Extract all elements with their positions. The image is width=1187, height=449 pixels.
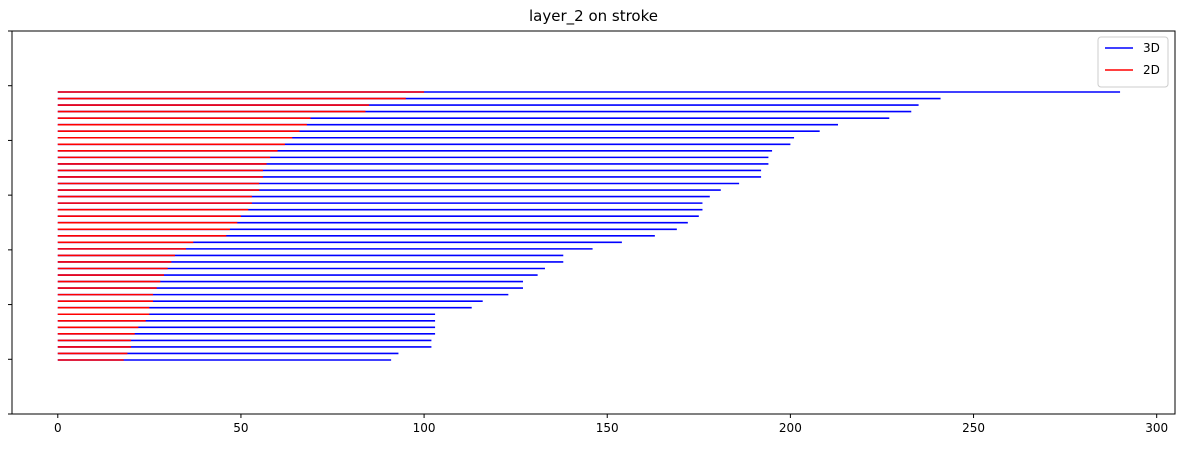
x-tick-label: 250 <box>962 421 985 435</box>
x-tick-label: 50 <box>233 421 248 435</box>
bar-lines <box>57 91 1121 361</box>
legend: 3D 2D <box>1097 36 1169 88</box>
x-tick-label: 200 <box>779 421 802 435</box>
x-ticks: 0 50 100 150 200 250 300 <box>54 414 1168 435</box>
x-tick-label: 0 <box>54 421 62 435</box>
chart-title: layer_2 on stroke <box>529 7 658 26</box>
x-tick-label: 100 <box>413 421 436 435</box>
legend-label-3d: 3D <box>1143 41 1160 55</box>
x-tick-label: 150 <box>596 421 619 435</box>
legend-label-2d: 2D <box>1143 63 1160 77</box>
x-tick-label: 300 <box>1145 421 1168 435</box>
legend-box <box>1097 36 1169 88</box>
y-ticks <box>8 30 12 415</box>
